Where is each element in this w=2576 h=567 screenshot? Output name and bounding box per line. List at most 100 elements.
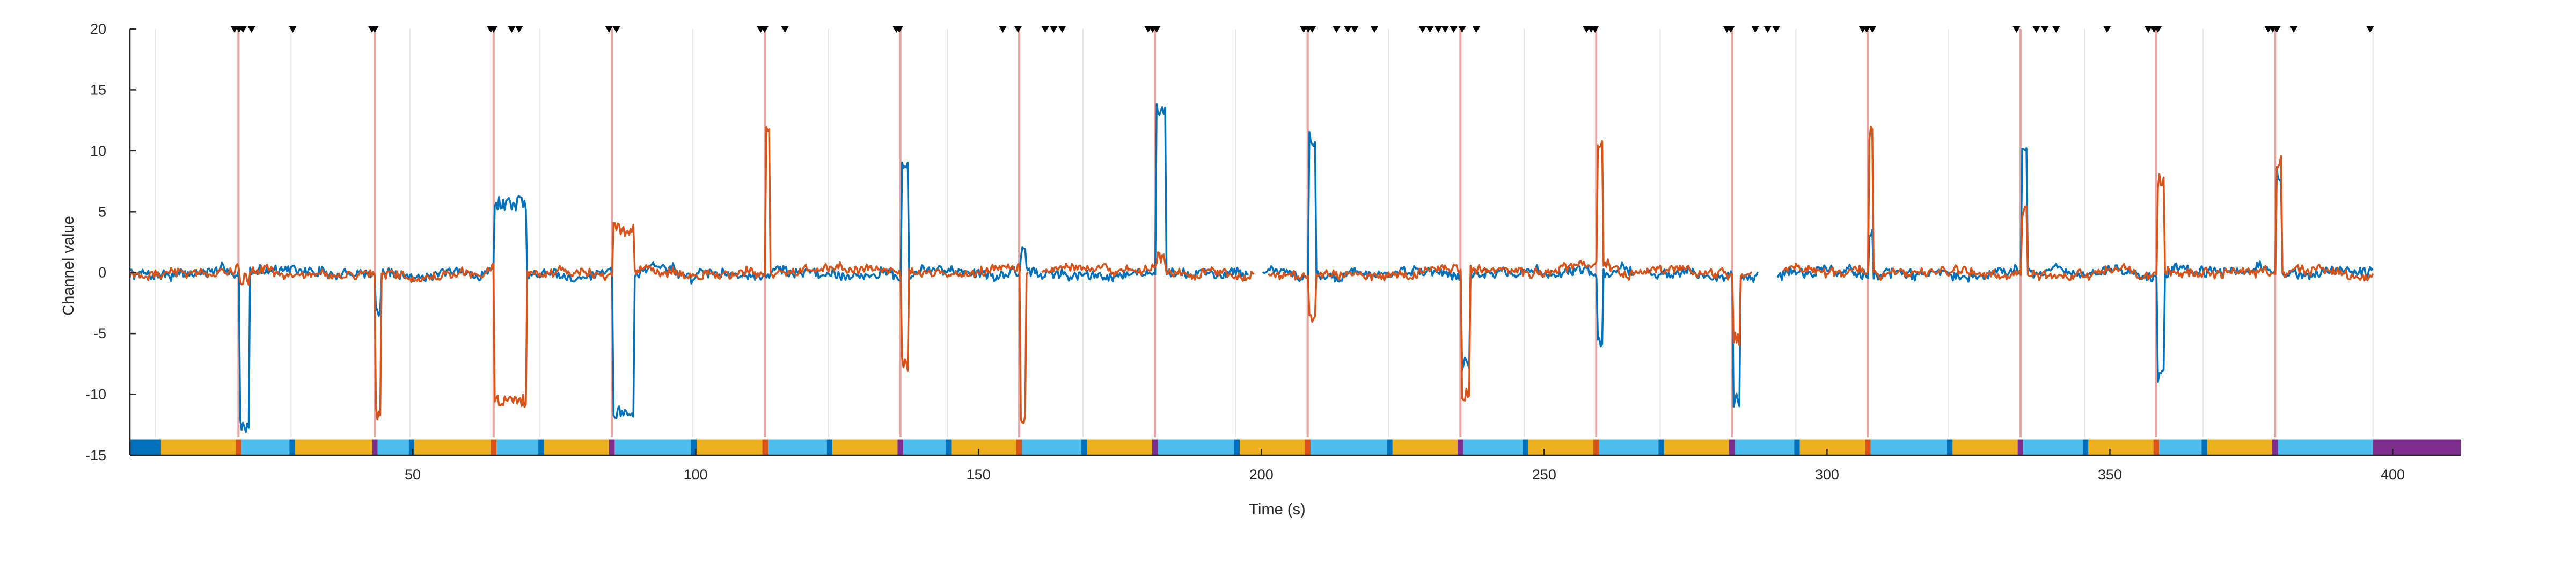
y-tick-label: -5 — [93, 325, 106, 341]
y-tick-label: 0 — [98, 265, 106, 281]
phase-segment — [1523, 439, 1528, 455]
event-marker — [371, 26, 379, 33]
event-marker — [2154, 26, 2162, 33]
phase-segment — [1463, 439, 1523, 455]
event-marker — [2273, 26, 2281, 33]
phase-segment — [1946, 439, 1953, 455]
phase-segment — [614, 439, 691, 455]
event-marker — [2145, 26, 2153, 33]
y-tick-labels: -15 -10 -5 0 5 10 15 20 — [85, 21, 106, 463]
phase-segment — [160, 439, 236, 455]
event-marker — [489, 26, 497, 33]
phase-segment — [377, 439, 409, 455]
event-marker — [1058, 26, 1066, 33]
x-tick-label: 250 — [1532, 467, 1556, 483]
x-tick-label: 350 — [2098, 467, 2122, 483]
event-marker — [1458, 26, 1466, 33]
event-marker — [2032, 26, 2040, 33]
phase-segment — [1234, 439, 1240, 455]
event-marker — [1344, 26, 1352, 33]
event-marker — [239, 26, 247, 33]
phase-segment — [1870, 439, 1947, 455]
y-tick-label: 10 — [90, 143, 106, 159]
x-tick-labels: 50 100 150 200 250 300 350 400 — [405, 467, 2405, 483]
phase-segment — [1528, 439, 1594, 455]
phase-segment — [408, 439, 415, 455]
event-marker — [1041, 26, 1049, 33]
phase-segment — [1599, 439, 1659, 455]
event-marker — [2052, 26, 2060, 33]
event-marker — [1308, 26, 1316, 33]
phase-segment — [414, 439, 491, 455]
event-marker — [1435, 26, 1443, 33]
phase-segment — [2088, 439, 2154, 455]
vertical-guides — [155, 29, 2374, 437]
event-marker — [1333, 26, 1341, 33]
axes — [129, 28, 2461, 456]
event-marker — [247, 26, 255, 33]
phase-segment — [826, 439, 833, 455]
event-marker — [1450, 26, 1458, 33]
phase-segment — [2082, 439, 2089, 455]
event-marker — [760, 26, 769, 33]
phase-segment — [289, 439, 295, 455]
x-axis-label: Time (s) — [1249, 501, 1305, 518]
phase-segment — [295, 439, 372, 455]
event-marker — [1351, 26, 1359, 33]
phase-segment — [1022, 439, 1082, 455]
series-orange-line — [129, 126, 1029, 424]
phase-segment — [544, 439, 609, 455]
phase-segment — [697, 439, 763, 455]
series-orange-line — [1268, 140, 1753, 402]
event-marker — [1727, 26, 1735, 33]
phase-segment — [1310, 439, 1387, 455]
y-tick-label: 20 — [90, 21, 106, 37]
event-marker — [1868, 26, 1876, 33]
phase-segment — [609, 439, 615, 455]
event-marker — [1441, 26, 1449, 33]
phase-segment — [2017, 439, 2024, 455]
event-marker — [1426, 26, 1434, 33]
event-marker — [1772, 26, 1780, 33]
phase-segment — [1664, 439, 1730, 455]
phase-segment — [130, 439, 161, 455]
event-marker — [2103, 26, 2111, 33]
phase-segment — [2373, 439, 2461, 455]
series-blue-line — [1262, 130, 1634, 372]
phase-bar — [130, 439, 2461, 455]
phase-segment — [1016, 439, 1022, 455]
x-tick-label: 300 — [1815, 467, 1839, 483]
phase-segment — [1387, 439, 1393, 455]
phase-segment — [491, 439, 497, 455]
series-group — [129, 103, 2374, 433]
event-marker — [1763, 26, 1772, 33]
phase-segment — [1458, 439, 1463, 455]
event-marker — [1050, 26, 1058, 33]
event-marker — [1472, 26, 1480, 33]
phase-segment — [1952, 439, 2018, 455]
phase-segment — [496, 439, 539, 455]
phase-segment — [1593, 439, 1599, 455]
phase-segment — [897, 439, 903, 455]
phase-segment — [903, 439, 946, 455]
event-marker — [612, 26, 620, 33]
phase-segment — [762, 439, 769, 455]
series-orange-line — [1041, 251, 1255, 282]
event-marker — [1418, 26, 1426, 33]
phase-segment — [768, 439, 827, 455]
phase-segment — [538, 439, 544, 455]
phase-segment — [1081, 439, 1087, 455]
phase-segment — [1392, 439, 1458, 455]
phase-segment — [2153, 439, 2160, 455]
event-marker — [2012, 26, 2021, 33]
phase-segment — [1865, 439, 1871, 455]
phase-segment — [2201, 439, 2207, 455]
event-marker — [515, 26, 523, 33]
phase-segment — [832, 439, 898, 455]
phase-segment — [2023, 439, 2083, 455]
event-marker — [1153, 26, 1161, 33]
event-marker — [1014, 26, 1022, 33]
event-marker — [605, 26, 613, 33]
